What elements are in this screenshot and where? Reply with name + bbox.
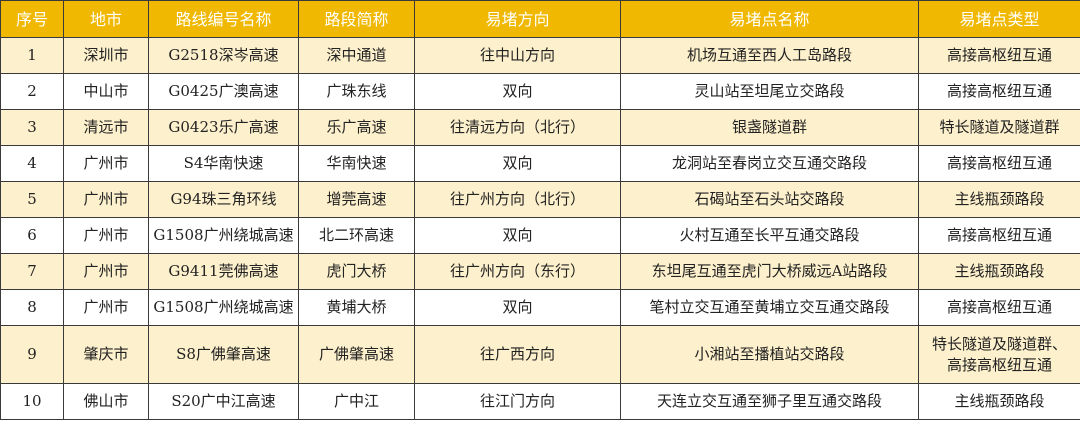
cell-point-name: 石碣站至石头站交路段 (620, 181, 919, 218)
cell-city: 广州市 (63, 181, 149, 218)
cell-section-name: 黄埔大桥 (298, 289, 415, 326)
cell-route-name: G9411莞佛高速 (148, 253, 299, 290)
table-row: 8 广州市 G1508广州绕城高速 黄埔大桥 双向 笔村立交互通至黄埔立交互通交路段 高接高… (0, 289, 1080, 326)
cell-point-type: 主线瓶颈路段 (918, 181, 1080, 218)
header-index: 序号 (0, 0, 64, 38)
table-row: 9 肇庆市 S8广佛肇高速 广佛肇高速 往广西方向 小湘站至播植站交路段 特长隧道及隧道群、… (0, 325, 1080, 384)
cell-city: 广州市 (63, 253, 149, 290)
cell-index: 10 (0, 383, 64, 420)
cell-city: 广州市 (63, 217, 149, 254)
header-city: 地市 (63, 0, 149, 38)
cell-index: 2 (0, 73, 64, 110)
cell-point-type: 高接高枢纽互通 (918, 37, 1080, 74)
cell-direction: 双向 (414, 217, 621, 254)
cell-point-name: 小湘站至播植站交路段 (620, 325, 919, 384)
cell-city: 清远市 (63, 109, 149, 146)
cell-city: 广州市 (63, 145, 149, 182)
cell-direction: 往广西方向 (414, 325, 621, 384)
table-row: 3 清远市 G0423乐广高速 乐广高速 往清远方向（北行） 银盏隧道群 特长隧道及隧道群 (0, 109, 1080, 146)
cell-point-type: 高接高枢纽互通 (918, 289, 1080, 326)
cell-route-name: S8广佛肇高速 (148, 325, 299, 384)
cell-direction: 往江门方向 (414, 383, 621, 420)
cell-index: 4 (0, 145, 64, 182)
cell-index: 6 (0, 217, 64, 254)
cell-point-name: 机场互通至西人工岛路段 (620, 37, 919, 74)
cell-index: 9 (0, 325, 64, 384)
cell-index: 7 (0, 253, 64, 290)
table-row: 6 广州市 G1508广州绕城高速 北二环高速 双向 火村互通至长平互通交路段 高接高枢纽互… (0, 217, 1080, 254)
cell-route-name: G2518深岑高速 (148, 37, 299, 74)
cell-point-type: 特长隧道及隧道群 (918, 109, 1080, 146)
header-section-name: 路段简称 (298, 0, 415, 38)
cell-section-name: 北二环高速 (298, 217, 415, 254)
table-row: 1 深圳市 G2518深岑高速 深中通道 往中山方向 机场互通至西人工岛路段 高接高枢纽互通 (0, 37, 1080, 74)
cell-index: 3 (0, 109, 64, 146)
cell-section-name: 华南快速 (298, 145, 415, 182)
table-row: 7 广州市 G9411莞佛高速 虎门大桥 往广州方向（东行） 东坦尾互通至虎门大桥威远A站… (0, 253, 1080, 290)
cell-city: 深圳市 (63, 37, 149, 74)
cell-point-name: 火村互通至长平互通交路段 (620, 217, 919, 254)
cell-route-name: G1508广州绕城高速 (148, 289, 299, 326)
cell-route-name: S4华南快速 (148, 145, 299, 182)
cell-point-name: 灵山站至坦尾立交路段 (620, 73, 919, 110)
cell-point-name: 龙洞站至春岗立交互通交路段 (620, 145, 919, 182)
header-point-type: 易堵点类型 (918, 0, 1080, 38)
cell-index: 5 (0, 181, 64, 218)
cell-section-name: 广佛肇高速 (298, 325, 415, 384)
cell-direction: 双向 (414, 289, 621, 326)
cell-route-name: G0425广澳高速 (148, 73, 299, 110)
cell-point-name: 笔村立交互通至黄埔立交互通交路段 (620, 289, 919, 326)
cell-city: 广州市 (63, 289, 149, 326)
cell-section-name: 增莞高速 (298, 181, 415, 218)
cell-section-name: 虎门大桥 (298, 253, 415, 290)
cell-point-name: 天连立交互通至狮子里互通交路段 (620, 383, 919, 420)
cell-direction: 双向 (414, 73, 621, 110)
cell-direction: 双向 (414, 145, 621, 182)
header-row: 序号 地市 路线编号名称 路段简称 易堵方向 易堵点名称 易堵点类型 (0, 0, 1080, 38)
cell-direction: 往广州方向（北行） (414, 181, 621, 218)
cell-direction: 往中山方向 (414, 37, 621, 74)
cell-route-name: G0423乐广高速 (148, 109, 299, 146)
cell-point-type: 高接高枢纽互通 (918, 145, 1080, 182)
cell-point-name: 银盏隧道群 (620, 109, 919, 146)
table-row: 4 广州市 S4华南快速 华南快速 双向 龙洞站至春岗立交互通交路段 高接高枢纽互通 (0, 145, 1080, 182)
cell-section-name: 广中江 (298, 383, 415, 420)
cell-city: 中山市 (63, 73, 149, 110)
header-point-name: 易堵点名称 (620, 0, 919, 38)
cell-direction: 往清远方向（北行） (414, 109, 621, 146)
cell-point-type: 高接高枢纽互通 (918, 217, 1080, 254)
cell-point-type: 高接高枢纽互通 (918, 73, 1080, 110)
cell-city: 肇庆市 (63, 325, 149, 384)
cell-index: 8 (0, 289, 64, 326)
table-row: 5 广州市 G94珠三角环线 增莞高速 往广州方向（北行） 石碣站至石头站交路段 主线瓶颈路… (0, 181, 1080, 218)
cell-point-type: 主线瓶颈路段 (918, 253, 1080, 290)
cell-point-name: 东坦尾互通至虎门大桥威远A站路段 (620, 253, 919, 290)
cell-route-name: G94珠三角环线 (148, 181, 299, 218)
cell-section-name: 深中通道 (298, 37, 415, 74)
cell-city: 佛山市 (63, 383, 149, 420)
header-route-name: 路线编号名称 (148, 0, 299, 38)
cell-direction: 往广州方向（东行） (414, 253, 621, 290)
cell-point-type: 主线瓶颈路段 (918, 383, 1080, 420)
cell-route-name: G1508广州绕城高速 (148, 217, 299, 254)
cell-point-type: 特长隧道及隧道群、 高接高枢纽互通 (918, 325, 1080, 384)
cell-section-name: 乐广高速 (298, 109, 415, 146)
table-row: 10 佛山市 S20广中江高速 广中江 往江门方向 天连立交互通至狮子里互通交路段 主线瓶颈… (0, 383, 1080, 420)
table-row: 2 中山市 G0425广澳高速 广珠东线 双向 灵山站至坦尾立交路段 高接高枢纽互通 (0, 73, 1080, 110)
cell-route-name: S20广中江高速 (148, 383, 299, 420)
cell-index: 1 (0, 37, 64, 74)
header-direction: 易堵方向 (414, 0, 621, 38)
cell-section-name: 广珠东线 (298, 73, 415, 110)
